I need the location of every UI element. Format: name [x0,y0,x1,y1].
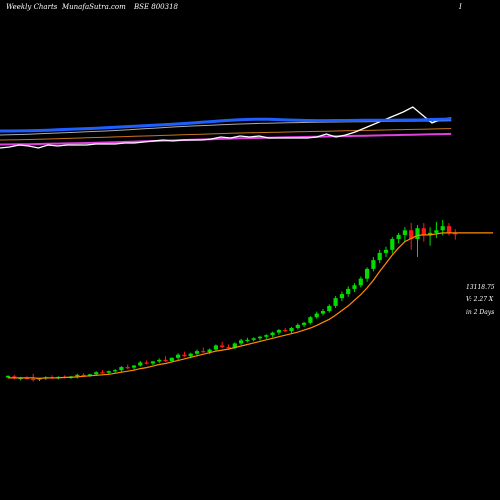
candle-body [333,298,338,306]
price-panel [5,220,494,382]
candle-body [320,311,326,314]
candle-body [358,278,363,286]
header-marker: I [459,3,462,11]
candle-body [5,375,11,378]
candle-body [396,234,401,240]
candle-body [31,378,36,381]
candle-body [352,285,357,289]
candle-body [150,361,155,364]
candle-body [182,354,187,357]
candle-body [409,230,414,240]
candle-body [144,362,149,364]
magenta-indicator-line [0,132,452,146]
candle-body [100,372,105,374]
candle-body [415,228,420,240]
candle-body [232,343,237,349]
candle-body [371,260,376,269]
candle-body [377,252,382,261]
candle-body [346,288,351,295]
candle-body [339,294,344,299]
candle-body [75,374,80,377]
candle-body [220,345,225,348]
candle-body [257,336,263,339]
blue-indicator-line [0,117,452,133]
candle-body [207,349,212,353]
candle-body [201,351,206,353]
last-price-label: 13118.75 [466,284,495,291]
candle-body [453,232,458,235]
candle-body [94,372,99,375]
candle-body [428,232,433,236]
candle-body [157,359,162,362]
candle-body [113,370,118,372]
candle-body [169,357,174,361]
candle-body [194,351,200,354]
candle-body [138,362,143,366]
candle-body [295,324,300,328]
candle-body [188,353,193,357]
candle-body [365,268,370,279]
symbol-label: BSE 800318 [134,3,178,11]
site-name: MunafaSutra.com [62,3,126,11]
candle-body [302,322,307,325]
candle-body [390,239,395,250]
volume-ratio-label: V: 2.27 X [466,296,494,303]
candle-body [270,332,275,336]
white-indicator-line [0,106,452,149]
candle-body [264,335,269,337]
candle-body [440,226,445,231]
orange-indicator-line [0,128,452,141]
candle-body [276,330,281,333]
candle-body [226,347,231,349]
candle-body [251,338,256,340]
days-label: in 2 Days [466,309,495,316]
candle-body [421,228,426,236]
candle-body [239,340,244,344]
candle-body [87,374,92,376]
candle-body [176,354,181,358]
candle-body [213,345,218,350]
chart-period-label: Weekly Charts [6,3,58,11]
candle-body [81,374,86,376]
candle-body [383,249,389,253]
price-moving-average [8,232,494,380]
candle-body [283,330,288,332]
candle-body [125,367,130,369]
candle-body [131,365,137,368]
candle-body [163,359,168,362]
candle-body [327,305,332,312]
candle-body [402,230,407,235]
candle-body [434,230,439,233]
candle-body [446,226,452,233]
oscillator-panel [0,106,452,149]
candle-body [289,328,294,332]
candle-body [106,371,111,373]
candle-body [119,367,124,371]
candle-body [314,313,319,318]
candle-body [245,339,250,342]
candle-body [308,317,313,323]
